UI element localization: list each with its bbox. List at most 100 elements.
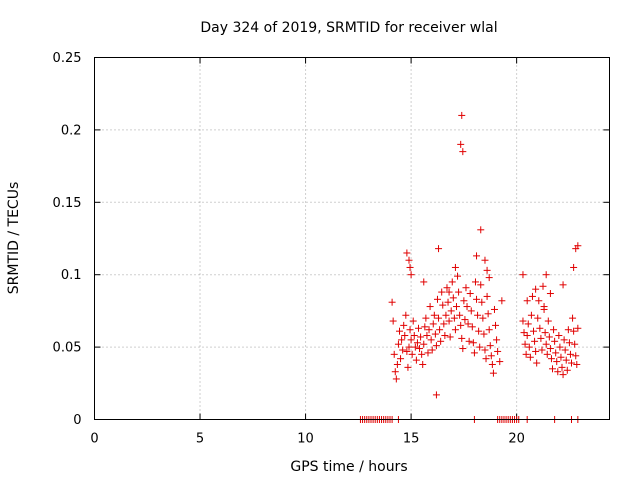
- y-tick-label: 0.05: [53, 341, 82, 356]
- data-point: [477, 281, 485, 289]
- data-point: [451, 326, 459, 334]
- data-point: [411, 343, 419, 351]
- data-point: [546, 290, 554, 298]
- data-point: [450, 314, 458, 322]
- data-point: [406, 326, 414, 334]
- data-point: [570, 263, 578, 271]
- data-point: [550, 326, 558, 334]
- data-point: [425, 326, 433, 334]
- data-point: [438, 288, 446, 296]
- data-point: [420, 340, 428, 348]
- data-point: [427, 336, 435, 344]
- data-point: [458, 334, 466, 342]
- data-point: [520, 329, 528, 337]
- data-point: [413, 339, 421, 347]
- data-point: [391, 368, 399, 376]
- data-point: [536, 324, 544, 332]
- data-point: [431, 330, 439, 338]
- data-point: [490, 305, 498, 313]
- data-point: [545, 333, 553, 341]
- data-point: [479, 314, 487, 322]
- data-point: [471, 278, 479, 286]
- data-point: [524, 320, 532, 328]
- data-point: [457, 140, 465, 148]
- data-point: [440, 320, 448, 328]
- data-point: [465, 337, 473, 345]
- x-tick-label: 0: [90, 432, 98, 447]
- data-point: [556, 343, 564, 351]
- data-point: [523, 297, 531, 305]
- data-point: [522, 350, 530, 358]
- data-point: [553, 358, 561, 366]
- x-tick-label: 15: [403, 432, 420, 447]
- x-tick-labels: 0 5 10 15 20: [90, 432, 525, 447]
- data-point: [542, 271, 550, 279]
- data-point: [519, 317, 527, 325]
- data-point: [539, 282, 547, 290]
- data-point: [559, 371, 567, 379]
- data-point: [532, 285, 540, 293]
- data-point: [563, 366, 571, 374]
- data-point: [409, 317, 417, 325]
- data-point: [469, 339, 477, 347]
- data-point: [439, 301, 447, 309]
- data-point: [462, 284, 470, 292]
- data-point: [447, 307, 455, 315]
- y-tick-label: 0.15: [53, 196, 82, 211]
- data-point: [407, 336, 415, 344]
- data-point: [424, 349, 432, 357]
- data-point: [554, 368, 562, 376]
- y-tick-label: 0.25: [53, 51, 82, 66]
- data-point: [445, 288, 453, 296]
- data-point: [445, 317, 453, 325]
- data-point: [473, 295, 481, 303]
- data-point: [566, 350, 574, 358]
- data-point: [429, 320, 437, 328]
- data-point: [393, 360, 401, 368]
- data-point: [540, 303, 548, 311]
- data-point: [551, 337, 559, 345]
- data-point: [485, 274, 493, 282]
- data-point: [528, 292, 536, 300]
- data-point: [463, 303, 471, 311]
- data-point: [533, 359, 541, 367]
- data-point: [442, 311, 450, 319]
- data-point: [389, 317, 397, 325]
- data-point: [475, 327, 483, 335]
- data-point: [486, 342, 494, 350]
- y-tick-labels: 0 0.05 0.1 0.15 0.2 0.25: [53, 51, 82, 428]
- data-point: [436, 326, 444, 334]
- data-point: [397, 355, 405, 363]
- data-point: [419, 360, 427, 368]
- data-point: [449, 294, 457, 302]
- data-point: [569, 314, 577, 322]
- data-point: [394, 340, 402, 348]
- data-point: [480, 330, 488, 338]
- data-point: [388, 298, 396, 306]
- data-point: [493, 336, 501, 344]
- data-point: [435, 245, 443, 253]
- data-point: [466, 290, 474, 298]
- data-point: [421, 323, 429, 331]
- data-point: [538, 346, 546, 354]
- data-point: [448, 278, 456, 286]
- data-point: [564, 326, 572, 334]
- data-point: [428, 346, 436, 354]
- data-point: [470, 349, 478, 357]
- data-point: [572, 352, 580, 360]
- data-point: [568, 359, 576, 367]
- data-point: [401, 332, 409, 340]
- data-point: [406, 263, 414, 271]
- data-point: [459, 148, 467, 156]
- data-point: [523, 332, 531, 340]
- grid-lines: [94, 57, 610, 420]
- data-point: [403, 347, 411, 355]
- data-point: [459, 345, 467, 353]
- data-point: [483, 292, 491, 300]
- y-tick-label: 0.2: [61, 123, 82, 138]
- data-point: [433, 295, 441, 303]
- data-point: [525, 343, 533, 351]
- data-point: [405, 343, 413, 351]
- data-point: [417, 333, 425, 341]
